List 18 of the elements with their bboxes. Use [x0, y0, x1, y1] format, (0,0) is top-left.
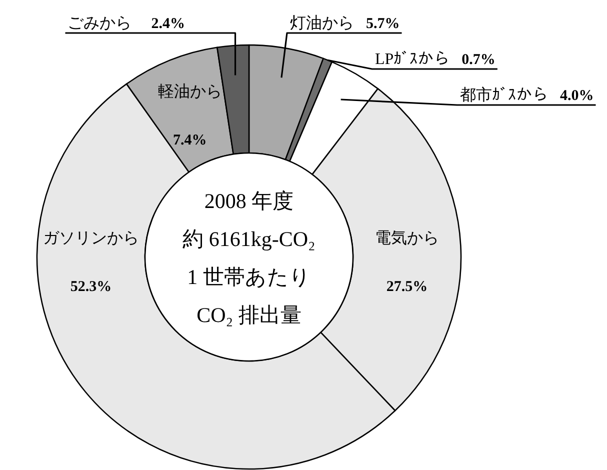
- value-label: 52.3%: [70, 279, 112, 295]
- annotation: CO₂ 排出量: [196, 303, 302, 327]
- value-label: 0.7%: [462, 52, 496, 68]
- value-label: 27.5%: [386, 279, 428, 295]
- annotation: 2008 年度: [204, 189, 294, 213]
- label: ガソリンから: [43, 230, 139, 247]
- value-label: 5.7%: [366, 16, 400, 32]
- annotation: 1 世帯あたり: [187, 265, 311, 289]
- label: 軽油から: [158, 83, 222, 100]
- label: ごみから: [67, 15, 132, 32]
- value-label: 2.4%: [151, 16, 185, 32]
- value-label: 7.4%: [173, 132, 207, 148]
- label: 灯油から: [290, 15, 354, 32]
- label: 都市ｶﾞｽから: [460, 87, 548, 104]
- value-label: 4.0%: [560, 88, 594, 104]
- annotation: 約 6161kg-CO₂: [182, 227, 316, 251]
- label: LPｶﾞｽから: [375, 51, 450, 68]
- label: 電気から: [375, 230, 439, 247]
